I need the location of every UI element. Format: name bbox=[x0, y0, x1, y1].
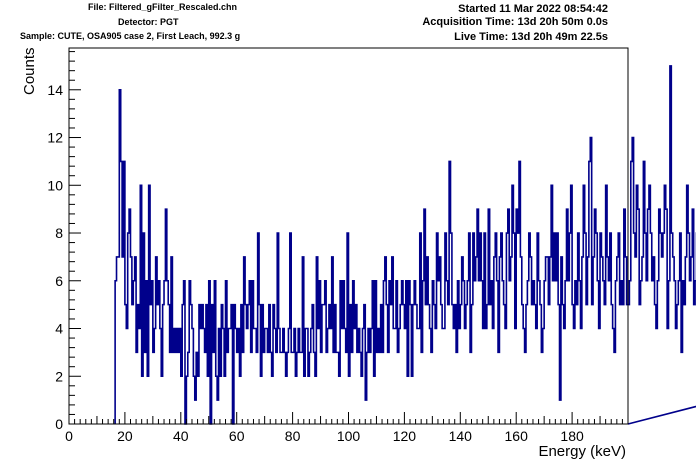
x-tick-label: 20 bbox=[117, 428, 133, 444]
start-time-label: Started 11 Mar 2022 08:54:42 bbox=[458, 3, 608, 15]
y-tick-label: 14 bbox=[47, 82, 63, 98]
x-tick-label: 140 bbox=[449, 428, 473, 444]
x-tick-label: 120 bbox=[393, 428, 417, 444]
y-tick-label: 0 bbox=[55, 416, 63, 432]
sample-label: Sample: CUTE, OSA905 case 2, First Leach… bbox=[20, 31, 241, 41]
x-tick-label: 0 bbox=[65, 428, 73, 444]
x-tick-label: 180 bbox=[560, 428, 584, 444]
x-tick-label: 100 bbox=[337, 428, 361, 444]
acquisition-time-label: Acquisition Time: 13d 20h 50m 0.0s bbox=[422, 16, 608, 28]
histogram-series bbox=[114, 65, 696, 425]
detector-label: Detector: PGT bbox=[118, 17, 179, 27]
y-tick-label: 10 bbox=[47, 177, 63, 193]
x-tick-label: 60 bbox=[229, 428, 245, 444]
y-tick-label: 6 bbox=[55, 273, 63, 289]
y-tick-label: 4 bbox=[55, 321, 63, 337]
y-axis-title: Counts bbox=[21, 47, 38, 95]
live-time-label: Live Time: 13d 20h 49m 22.5s bbox=[454, 31, 608, 43]
x-axis-title: Energy (keV) bbox=[538, 443, 626, 460]
y-tick-label: 2 bbox=[55, 368, 63, 384]
y-tick-label: 8 bbox=[55, 225, 63, 241]
x-tick-label: 160 bbox=[505, 428, 529, 444]
x-tick-label: 40 bbox=[173, 428, 189, 444]
x-tick-label: 80 bbox=[285, 428, 301, 444]
file-name-label: File: Filtered_gFilter_Rescaled.chn bbox=[88, 2, 238, 12]
y-tick-label: 12 bbox=[47, 130, 63, 146]
